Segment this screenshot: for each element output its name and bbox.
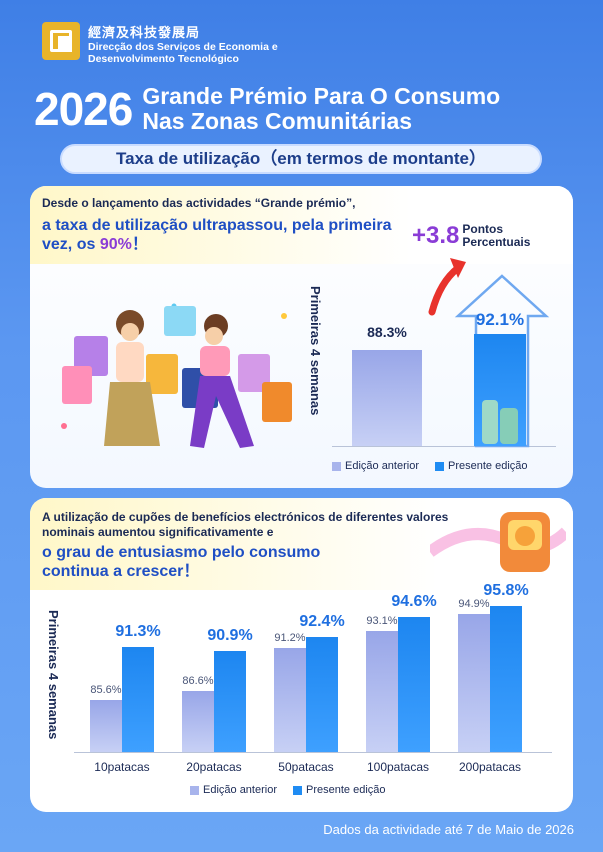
org-name-portuguese-2: Desenvolvimento Tecnológico — [88, 53, 239, 65]
value-current-200patacas: 95.8% — [483, 581, 529, 599]
value-previous-200patacas: 94.9% — [458, 598, 490, 611]
value-previous-100patacas: 93.1% — [366, 614, 398, 627]
increase-arrow-icon — [428, 258, 466, 316]
shoppers-illustration — [61, 303, 292, 448]
legend-item-current: Presente edição — [293, 784, 386, 796]
section2-legend: Edição anterior Presente edição — [190, 784, 386, 796]
legend-swatch-current — [435, 461, 444, 471]
value-previous-50patacas: 91.2% — [274, 632, 306, 645]
title-year: 2026 — [34, 83, 133, 135]
section2-baseline — [74, 752, 552, 753]
headline-text: a taxa de utilização ultrapassou, pela p… — [42, 217, 392, 253]
value-previous-20patacas: 86.6% — [182, 674, 214, 687]
section2-lead: A utilização de cupões de benefícios ele… — [42, 510, 449, 539]
overall-bar-previous — [352, 350, 422, 446]
dset-logo — [42, 22, 80, 60]
bar-previous-50patacas — [274, 648, 306, 752]
bar-current-100patacas — [398, 616, 430, 752]
value-current-100patacas: 94.6% — [391, 592, 437, 610]
overall-usage-card: Desde o lançamento das actividades “Gran… — [30, 186, 573, 488]
category-label-50patacas: 50patacas — [278, 760, 334, 774]
section2-y-axis-label: Primeiras 4 semanas — [46, 610, 61, 740]
bar-previous-10patacas — [90, 700, 122, 752]
section1-baseline — [332, 446, 556, 447]
org-name-chinese: 經濟及科技發展局 — [88, 25, 201, 40]
gift-coupon-illustration — [430, 512, 566, 572]
section2-headline: o grau de entusiasmo pelo consumo contin… — [42, 544, 321, 580]
overall-value-current: 92.1% — [475, 310, 525, 329]
bar-previous-200patacas — [458, 614, 490, 752]
increase-label: Pontos Percentuais — [462, 223, 530, 249]
title-line-2: Nas Zonas Comunitárias — [142, 108, 413, 134]
overall-value-previous: 88.3% — [367, 324, 407, 340]
legend-label-current: Presente edição — [448, 460, 528, 472]
section1-legend: Edição anterior Presente edição — [332, 460, 528, 472]
org-name-portuguese-1: Direcção dos Serviços de Economia e — [88, 41, 278, 53]
legend-label-current: Presente edição — [306, 784, 386, 796]
value-current-10patacas: 91.3% — [115, 623, 161, 641]
category-label-10patacas: 10patacas — [94, 760, 150, 774]
increase-label-2: Percentuais — [462, 235, 531, 249]
bar-current-50patacas — [306, 637, 338, 752]
increase-label-1: Pontos — [462, 222, 504, 236]
legend-item-current: Presente edição — [435, 460, 528, 472]
increase-callout: +3.8 Pontos Percentuais — [412, 222, 530, 250]
card-header-band — [30, 186, 573, 264]
category-label-100patacas: 100patacas — [366, 760, 430, 774]
page-title: 2026 Grande Prémio Para O Consumo Nas Zo… — [34, 82, 500, 136]
category-label-200patacas: 200patacas — [458, 760, 522, 774]
headline-percent: 90% — [99, 236, 132, 253]
legend-swatch-previous — [190, 785, 199, 795]
legend-item-previous: Edição anterior — [332, 460, 419, 472]
bar-previous-20patacas — [182, 690, 214, 752]
bar-current-200patacas — [490, 605, 522, 752]
value-previous-10patacas: 85.6% — [90, 684, 122, 697]
legend-label-previous: Edição anterior — [203, 784, 277, 796]
value-current-20patacas: 90.9% — [207, 627, 253, 645]
up-arrow-outline-icon — [454, 274, 550, 448]
bar-current-10patacas — [122, 647, 154, 752]
bar-current-20patacas — [214, 651, 246, 752]
bar-previous-100patacas — [366, 630, 398, 752]
section1-y-axis-label: Primeiras 4 semanas — [308, 286, 323, 416]
legend-label-previous: Edição anterior — [345, 460, 419, 472]
increase-value: +3.8 — [412, 222, 460, 249]
legend-swatch-current — [293, 785, 302, 795]
header: 經濟及科技發展局 Direcção dos Serviços de Econom… — [42, 22, 278, 65]
denomination-usage-card: A utilização de cupões de benefícios ele… — [30, 498, 573, 812]
legend-item-previous: Edição anterior — [190, 784, 277, 796]
coin-stack-icon — [482, 400, 518, 444]
category-label-20patacas: 20patacas — [186, 760, 242, 774]
legend-swatch-previous — [332, 461, 341, 471]
section1-lead: Desde o lançamento das actividades “Gran… — [42, 196, 356, 210]
data-date-footnote: Dados da actividade até 7 de Maio de 202… — [323, 822, 574, 837]
organization-name: 經濟及科技發展局 Direcção dos Serviços de Econom… — [88, 22, 278, 65]
title-line-1: Grande Prémio Para O Consumo — [142, 83, 501, 109]
section1-headline: a taxa de utilização ultrapassou, pela p… — [42, 216, 422, 254]
value-current-50patacas: 92.4% — [299, 613, 345, 631]
card-header-band — [30, 498, 573, 590]
headline-end: ！ — [131, 236, 148, 253]
subtitle-pill: Taxa de utilização（em termos de montante… — [60, 144, 542, 174]
